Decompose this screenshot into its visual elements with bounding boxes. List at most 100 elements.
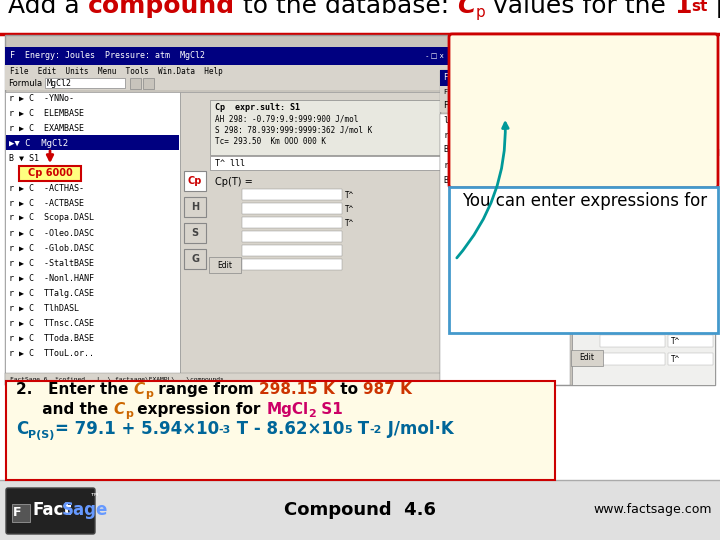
Text: p: p xyxy=(145,389,153,399)
Bar xyxy=(5,47,455,65)
Bar xyxy=(600,353,665,365)
Text: Edit: Edit xyxy=(580,354,595,362)
Text: r ▶ C  -Nonl.HANF: r ▶ C -Nonl.HANF xyxy=(9,273,94,282)
Text: T: T xyxy=(352,420,369,438)
Text: Formu: r: Formu: r xyxy=(444,100,480,110)
FancyBboxPatch shape xyxy=(209,257,241,273)
Text: T^: T^ xyxy=(345,219,354,227)
Text: FactSage 6  *cofined   | .\.factsage\EXAMPL\...\compounds: FactSage 6 *cofined | .\.factsage\EXAMPL… xyxy=(10,376,224,382)
Bar xyxy=(130,78,141,89)
Text: 2: 2 xyxy=(308,409,316,419)
Bar xyxy=(242,217,342,228)
Bar xyxy=(668,317,713,329)
Text: ,: , xyxy=(641,218,652,236)
Text: 1: 1 xyxy=(674,0,691,18)
Bar xyxy=(668,281,713,293)
Bar xyxy=(600,335,665,347)
Text: Cp 6000: Cp 6000 xyxy=(588,40,658,55)
Text: r ▶ C  -Glob.DASC: r ▶ C -Glob.DASC xyxy=(9,244,94,253)
Text: and the: and the xyxy=(16,402,113,417)
Bar xyxy=(12,504,30,522)
Bar xyxy=(5,373,455,385)
Text: -2: -2 xyxy=(369,425,382,435)
Text: T - 8.62×10: T - 8.62×10 xyxy=(231,420,344,438)
Text: G: G xyxy=(579,295,587,305)
FancyBboxPatch shape xyxy=(184,171,206,191)
FancyBboxPatch shape xyxy=(19,166,81,181)
Text: r ▶ C  EXAMBASE: r ▶ C EXAMBASE xyxy=(9,124,84,132)
Text: to: to xyxy=(658,40,678,55)
FancyBboxPatch shape xyxy=(6,381,555,480)
Text: T^  -2.0..: T^ -2.0.. xyxy=(671,282,717,292)
Text: Sage: Sage xyxy=(62,501,109,519)
Text: B ▼ S1: B ▼ S1 xyxy=(444,206,494,214)
Text: open the input box «: open the input box « xyxy=(476,59,635,74)
Text: S: S xyxy=(192,228,199,238)
Bar xyxy=(600,245,665,257)
Text: values for the: values for the xyxy=(485,0,674,18)
Text: r C  ELEMEASE: r C ELEMEASE xyxy=(444,131,509,139)
Bar xyxy=(5,92,180,385)
Text: Add a: Add a xyxy=(8,0,88,18)
Text: - □ x: - □ x xyxy=(693,75,711,81)
Bar xyxy=(440,98,715,112)
Text: Compound  4.6: Compound 4.6 xyxy=(284,501,436,519)
Bar xyxy=(668,299,713,311)
Text: r ▶ C  TToda.BASE: r ▶ C TToda.BASE xyxy=(9,334,94,342)
Text: 5: 5 xyxy=(344,425,352,435)
Text: and list those of: and list those of xyxy=(484,218,628,236)
Text: r ▶ C  ELEMBASE: r ▶ C ELEMBASE xyxy=(9,109,84,118)
Bar xyxy=(5,77,455,90)
Bar xyxy=(600,263,665,275)
Text: expression for: expression for xyxy=(132,402,266,417)
Text: lll r C  FACTDAS_: lll r C FACTDAS_ xyxy=(444,116,529,125)
Text: r ▶ C  TTalg.CASE: r ▶ C TTalg.CASE xyxy=(9,288,94,298)
Bar xyxy=(6,135,179,150)
Text: Cp 6000: Cp 6000 xyxy=(27,168,73,178)
Text: Cp: Cp xyxy=(188,176,202,186)
Text: = 79.1 + 5.94×10: = 79.1 + 5.94×10 xyxy=(55,420,219,438)
Bar xyxy=(180,92,455,385)
Bar xyxy=(488,99,578,111)
Bar xyxy=(242,245,342,256)
Text: S1: S1 xyxy=(316,402,343,417)
Bar xyxy=(210,100,450,155)
Text: C: C xyxy=(113,402,125,417)
Text: Cp 987: Cp 987 xyxy=(493,220,523,230)
Bar xyxy=(668,335,713,347)
FancyBboxPatch shape xyxy=(571,350,603,366)
Text: You can enter expressions for: You can enter expressions for xyxy=(462,192,707,210)
Text: 0.0..994: 0.0..994 xyxy=(603,265,640,273)
Text: 79.1: 79.1 xyxy=(603,246,621,255)
Text: r ▶ C  TTnsc.CASE: r ▶ C TTnsc.CASE xyxy=(9,319,94,327)
Text: S: S xyxy=(580,271,587,281)
Bar xyxy=(595,100,606,111)
FancyBboxPatch shape xyxy=(484,218,531,232)
Text: Cp express Ln(s): S1: Cp express Ln(s): S1 xyxy=(576,124,676,132)
Bar xyxy=(5,35,455,385)
Text: C: C xyxy=(16,420,28,438)
FancyBboxPatch shape xyxy=(184,223,206,243)
Bar xyxy=(45,78,125,88)
FancyBboxPatch shape xyxy=(449,34,718,188)
FancyBboxPatch shape xyxy=(571,266,595,286)
Bar xyxy=(572,230,715,385)
Text: H: H xyxy=(191,202,199,212)
Bar xyxy=(668,353,713,365)
Text: Cp: Cp xyxy=(462,218,484,236)
Text: G: G xyxy=(191,254,199,264)
Bar xyxy=(572,120,715,230)
Bar xyxy=(143,78,154,89)
Text: range from: range from xyxy=(153,382,259,397)
Text: Cp(T) =: Cp(T) = xyxy=(215,177,256,187)
FancyBboxPatch shape xyxy=(184,249,206,269)
Text: r ▶ C  -Oleo.DASC: r ▶ C -Oleo.DASC xyxy=(9,228,94,238)
Text: st: st xyxy=(691,0,708,14)
Text: ».: ». xyxy=(611,78,625,93)
Bar xyxy=(668,245,713,257)
Text: 298.15 K: 298.15 K xyxy=(259,382,335,397)
Text: Cp: Cp xyxy=(576,223,590,233)
Text: expression for: expression for xyxy=(476,78,590,93)
Text: r ▶ C  TlhDASL: r ▶ C TlhDASL xyxy=(9,303,79,313)
Text: S 298: 78.9:99:9999:9362 J/mol K: S 298: 78.9:99:9999:9362 J/mol K xyxy=(576,148,720,158)
